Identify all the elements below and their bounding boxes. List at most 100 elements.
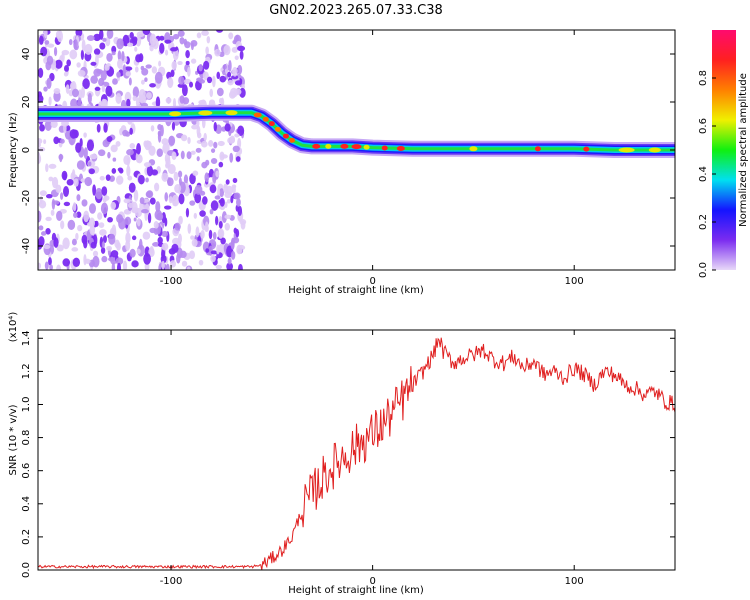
spectrogram-noise-cell: [216, 244, 220, 255]
spectrogram-noise-cell: [60, 192, 64, 200]
spectrogram-noise-cell: [63, 123, 67, 134]
spectrogram-noise-cell: [44, 120, 52, 132]
spectrogram-noise-cell: [214, 48, 221, 57]
spectrogram-noise-cell: [142, 30, 151, 36]
spectrogram-noise-cell: [40, 46, 48, 57]
spectrogram-noise-cell: [90, 61, 97, 66]
spectrogram-noise-cell: [112, 78, 118, 85]
spectrogram-noise-cell: [122, 129, 129, 137]
spectrogram-noise-cell: [196, 32, 202, 39]
spectrogram-noise-cell: [100, 202, 109, 215]
spectrogram-noise-cell: [146, 140, 152, 149]
spectrogram-noise-cell: [73, 178, 79, 187]
spectrogram-noise-cell: [93, 48, 101, 55]
spectrogram-noise-cell: [122, 64, 126, 76]
spectrogram-noise-cell: [124, 66, 133, 71]
spectrogram-noise-cell: [131, 235, 137, 241]
spectrogram-noise-cell: [160, 124, 164, 137]
spectrogram-noise-cell: [125, 71, 132, 77]
snr-y-tick-label: 0.6: [21, 463, 32, 479]
spectrogram-noise-cell: [60, 138, 65, 144]
colorbar-axes: 0.0 0.2 0.4 0.6 0.8: [698, 70, 716, 278]
spectrogram-noise-cell: [237, 45, 246, 52]
snr-plot-area: [38, 337, 675, 570]
spectrogram-noise-cell: [215, 215, 219, 226]
spectrogram-noise-cell: [141, 79, 145, 85]
spectrogram-noise-cell: [44, 40, 50, 45]
colorbar-tick-label: 0.4: [698, 166, 709, 182]
spectrogram-noise-cell: [187, 66, 191, 77]
spectrogram-noise-cell: [201, 30, 209, 36]
spectrogram-noise-cell: [179, 250, 187, 259]
snr-y-tick-label: 0.0: [21, 562, 32, 578]
spectrogram-noise-cell: [185, 50, 190, 59]
snr-y-tick-label: 1.0: [21, 397, 32, 413]
spectrogram-noise-cell: [73, 212, 78, 218]
spectrogram-noise-cell: [129, 143, 136, 149]
spectrogram-noise-cell: [126, 165, 131, 177]
spectrogram-noise-cell: [149, 83, 156, 88]
spectrogram-noise-cell: [209, 209, 214, 215]
spectrogram-noise-cell: [184, 41, 191, 49]
spectrogram-noise-cell: [92, 184, 97, 196]
spectrogram-noise-cell: [129, 127, 133, 135]
spectrogram-noise-cell: [228, 59, 232, 72]
spectrogram-noise-cell: [139, 197, 145, 204]
spectrogram-noise-cell: [80, 86, 85, 99]
spectrogram-noise-cell: [171, 243, 179, 253]
spectrogram-noise-cell: [76, 194, 81, 202]
spectrogram-noise-cell: [116, 71, 121, 78]
spectrogram-noise-cell: [149, 33, 157, 46]
spectrogram-noise-cell: [190, 42, 194, 51]
spectrogram-noise-cell: [224, 214, 232, 220]
spectrogram-noise-cell: [44, 261, 49, 270]
spectrogram-noise-cell: [49, 264, 53, 270]
spectrogram-noise-cell: [111, 262, 116, 270]
spectrogram-noise-cell: [116, 242, 121, 251]
spectrogram-noise-cell: [145, 191, 153, 198]
spectrogram-noise-cell: [232, 66, 238, 77]
spectrogram-noise-cell: [61, 170, 68, 181]
spectrogram-noise-cell: [205, 159, 210, 166]
spectrogram-noise-cell: [102, 235, 107, 244]
spectrogram-noise-cell: [69, 129, 78, 139]
spectrogram-ridge-band-4: [38, 111, 675, 152]
spectrogram-noise-cell: [234, 133, 240, 138]
colorbar-bar: [712, 30, 736, 270]
spectrogram-noise-cell: [136, 143, 141, 155]
spectrogram-noise-cell: [115, 175, 124, 185]
spectrogram-noise-cell: [170, 69, 175, 77]
snr-multiplier-label: (x10⁴): [8, 312, 19, 343]
spectrogram-noise-cell: [66, 59, 71, 67]
spectrogram-noise-cell: [104, 64, 110, 71]
spectrogram-noise-cell: [115, 257, 124, 265]
spectrogram-noise-cell: [224, 201, 228, 208]
spectrogram-noise-cell: [156, 148, 163, 158]
spectrogram-noise-cell: [185, 207, 190, 218]
spectrogram-noise-cell: [174, 222, 181, 231]
spectrogram-noise-cell: [219, 75, 227, 83]
snr-y-axis-label: SNR (10 * v/v): [8, 404, 19, 475]
spectrogram-noise-cell: [195, 147, 202, 153]
spectrogram-noise-cell: [161, 242, 169, 251]
spectrogram-noise-cell: [80, 178, 86, 183]
spectrogram-noise-cell: [216, 87, 224, 97]
spectrogram-noise-cell: [209, 184, 217, 194]
spectrogram-noise-cell: [115, 93, 122, 105]
spectrogram-noise-cell: [129, 248, 136, 258]
spectrogram-noise-cell: [40, 231, 47, 236]
spectrogram-noise-cell: [187, 137, 191, 145]
spectrogram-y-tick-label: 40: [21, 48, 32, 61]
spectrogram-hot-spot: [469, 146, 478, 152]
spectrogram-x-tick-label: 100: [565, 276, 584, 287]
spectrogram-noise-cell: [157, 236, 163, 244]
spectrogram-noise-cell: [56, 264, 61, 270]
spectrogram-noise-cell: [65, 84, 70, 94]
spectrogram-noise-cell: [62, 237, 70, 250]
spectrogram-noise-cell: [189, 250, 196, 260]
spectrogram-noise-cell: [131, 260, 139, 268]
spectrogram-noise-cell: [38, 210, 42, 223]
spectrogram-noise-cell: [229, 135, 236, 144]
spectrogram-noise-cell: [55, 184, 62, 194]
spectrogram-noise-cell: [63, 71, 69, 77]
